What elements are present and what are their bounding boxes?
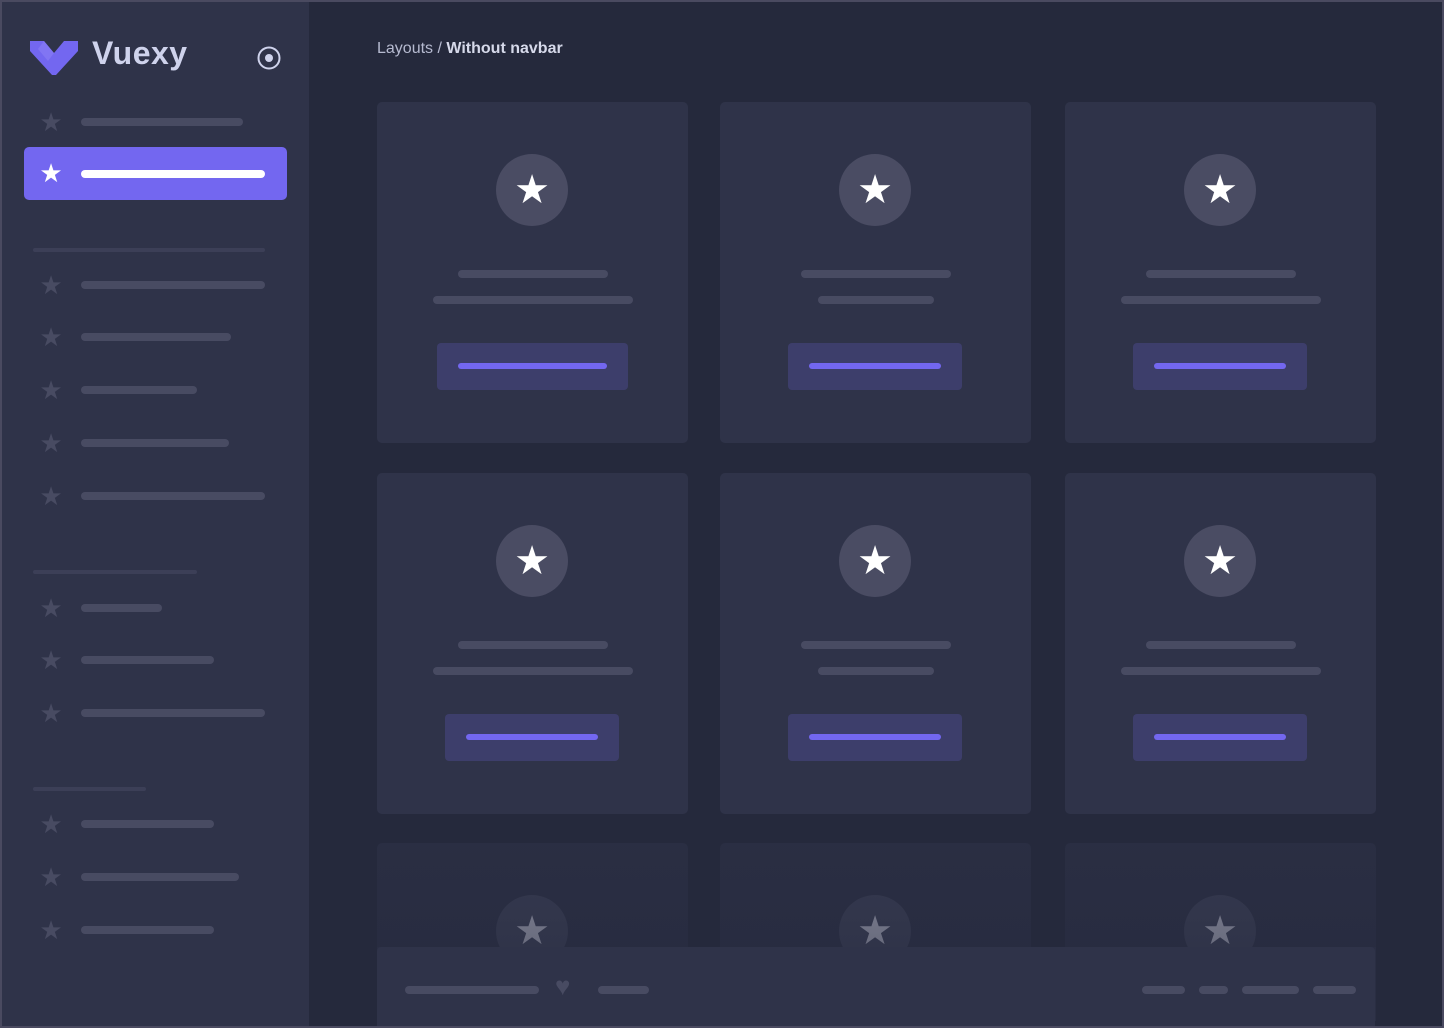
card-button[interactable] xyxy=(1133,343,1307,390)
sidebar-item[interactable] xyxy=(81,492,265,500)
card: ★ xyxy=(720,473,1031,814)
card-button[interactable] xyxy=(445,714,619,761)
star-icon: ★ xyxy=(39,375,63,405)
sidebar-item[interactable] xyxy=(81,281,265,289)
card-text xyxy=(817,296,934,304)
star-icon: ★ xyxy=(39,593,63,623)
sidebar-item-active[interactable]: ★ xyxy=(24,147,287,200)
card-text xyxy=(1145,641,1296,649)
card-text xyxy=(800,641,951,649)
sidebar-item[interactable] xyxy=(81,439,229,447)
sidebar-item[interactable] xyxy=(81,820,214,828)
star-icon: ★ xyxy=(39,862,63,892)
card: ★ xyxy=(720,102,1031,443)
star-icon: ★ xyxy=(39,270,63,300)
star-icon: ★ xyxy=(39,322,63,352)
star-icon: ★ xyxy=(1184,525,1256,597)
card-button-label xyxy=(466,734,598,740)
star-icon: ★ xyxy=(39,809,63,839)
card: ★ xyxy=(1065,102,1376,443)
section-divider xyxy=(33,787,146,791)
card-text xyxy=(457,270,608,278)
sidebar-item[interactable] xyxy=(81,386,197,394)
card-text xyxy=(817,667,934,675)
star-icon: ★ xyxy=(839,154,911,226)
active-item-label xyxy=(81,170,265,178)
vuexy-logo xyxy=(30,41,78,75)
card-text xyxy=(1120,667,1321,675)
sidebar-item[interactable] xyxy=(81,926,214,934)
sidebar-item[interactable] xyxy=(81,656,214,664)
breadcrumb: Layouts / Without navbar xyxy=(377,40,563,58)
card-button[interactable] xyxy=(788,714,962,761)
scroll-fade xyxy=(309,832,1442,947)
star-icon: ★ xyxy=(39,698,63,728)
card-text xyxy=(457,641,608,649)
card-button[interactable] xyxy=(1133,714,1307,761)
footer: ♥ xyxy=(377,947,1375,1026)
card-text xyxy=(800,270,951,278)
star-icon: ★ xyxy=(1184,154,1256,226)
sidebar: Vuexy ★ ★ ★ ★ ★ ★ ★ ★ ★ ★ ★ ★ ★ xyxy=(2,2,309,1026)
card-text xyxy=(1120,296,1321,304)
radio-circle-icon[interactable] xyxy=(256,45,282,71)
footer-link[interactable] xyxy=(1313,986,1356,994)
footer-text xyxy=(598,986,649,994)
card-button-label xyxy=(809,734,941,740)
footer-link[interactable] xyxy=(1199,986,1228,994)
sidebar-item[interactable] xyxy=(81,604,162,612)
breadcrumb-separator: / xyxy=(433,40,447,57)
breadcrumb-parent[interactable]: Layouts xyxy=(377,40,434,57)
section-divider xyxy=(33,248,265,252)
card-text xyxy=(1145,270,1296,278)
card-button[interactable] xyxy=(437,343,628,390)
card-button-label xyxy=(458,363,607,369)
card: ★ xyxy=(377,102,688,443)
card-button-label xyxy=(809,363,941,369)
star-icon: ★ xyxy=(496,154,568,226)
breadcrumb-current: Without navbar xyxy=(446,40,563,57)
footer-link[interactable] xyxy=(1142,986,1185,994)
sidebar-item[interactable] xyxy=(81,873,239,881)
heart-icon: ♥ xyxy=(555,971,571,1001)
footer-text xyxy=(405,986,539,994)
star-icon: ★ xyxy=(39,158,63,188)
card-button-label xyxy=(1154,734,1286,740)
star-icon: ★ xyxy=(39,645,63,675)
section-divider xyxy=(33,570,197,574)
star-icon: ★ xyxy=(39,915,63,945)
star-icon: ★ xyxy=(839,525,911,597)
star-icon: ★ xyxy=(39,481,63,511)
sidebar-item[interactable] xyxy=(81,333,231,341)
card: ★ xyxy=(377,473,688,814)
star-icon: ★ xyxy=(496,525,568,597)
card: ★ xyxy=(1065,473,1376,814)
footer-link[interactable] xyxy=(1242,986,1299,994)
card-text xyxy=(432,667,633,675)
sidebar-item-1[interactable] xyxy=(81,118,243,126)
star-icon: ★ xyxy=(39,428,63,458)
star-icon: ★ xyxy=(39,107,63,137)
sidebar-item[interactable] xyxy=(81,709,265,717)
brand-name: Vuexy xyxy=(92,35,188,71)
card-button-label xyxy=(1154,363,1286,369)
card-button[interactable] xyxy=(788,343,962,390)
card-text xyxy=(432,296,633,304)
